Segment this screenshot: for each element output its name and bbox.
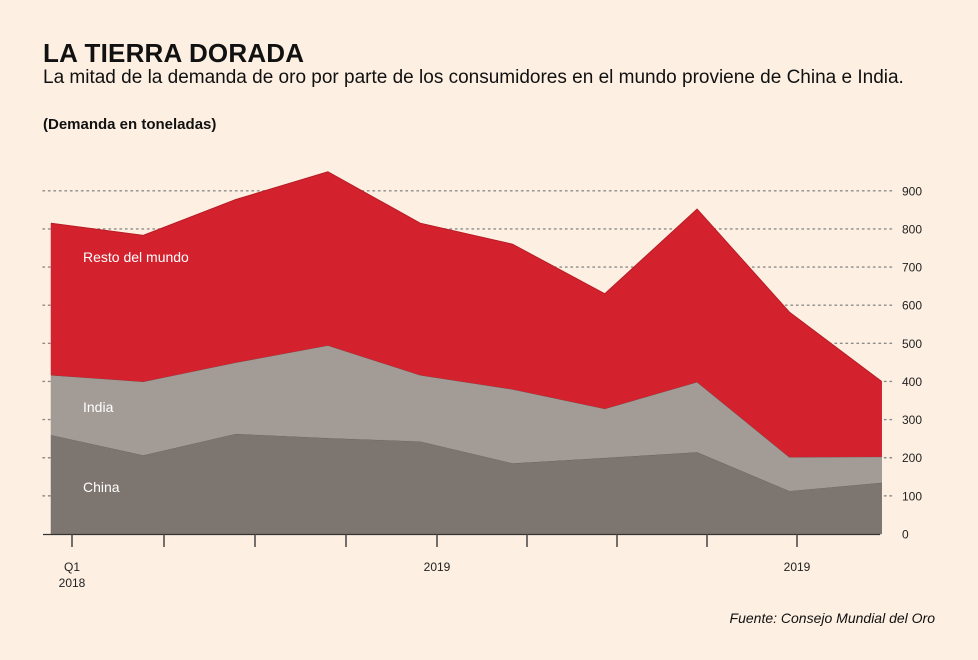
y-tick-label-500: 500	[902, 337, 922, 351]
x-axis-ticks: Q1 2018 2019 2019	[59, 560, 811, 590]
unit-label: (Demanda en toneladas)	[43, 116, 217, 133]
series-label-china: China	[83, 479, 120, 495]
area-series	[50, 171, 883, 535]
y-tick-label-800: 800	[902, 222, 922, 236]
x-tick-label: Q1	[64, 560, 80, 574]
series-labels: China India Resto del mundo	[83, 249, 189, 495]
x-tick-label: 2018	[59, 576, 86, 590]
y-tick-label-300: 300	[902, 413, 922, 427]
y-tick-label-0: 0	[902, 528, 909, 542]
y-tick-label-600: 600	[902, 299, 922, 313]
series-label-resto-del-mundo: Resto del mundo	[83, 249, 189, 265]
y-tick-label-100: 100	[902, 489, 922, 503]
source-note: Fuente: Consejo Mundial del Oro	[729, 610, 935, 626]
x-tick-label: 2019	[784, 560, 811, 574]
series-label-india: India	[83, 399, 114, 415]
y-tick-label-700: 700	[902, 261, 922, 275]
line-resto-del-mundo	[50, 171, 883, 382]
x-axis	[43, 533, 880, 547]
y-axis-ticks: 0 100 200 300 400 500 600 700 800 900	[902, 184, 922, 541]
chart-subtitle: La mitad de la demanda de oro por parte …	[43, 67, 904, 88]
y-tick-label-200: 200	[902, 451, 922, 465]
y-tick-label-400: 400	[902, 375, 922, 389]
chart-title: LA TIERRA DORADA	[43, 38, 305, 68]
y-tick-label-900: 900	[902, 184, 922, 198]
x-tick-label: 2019	[424, 560, 451, 574]
